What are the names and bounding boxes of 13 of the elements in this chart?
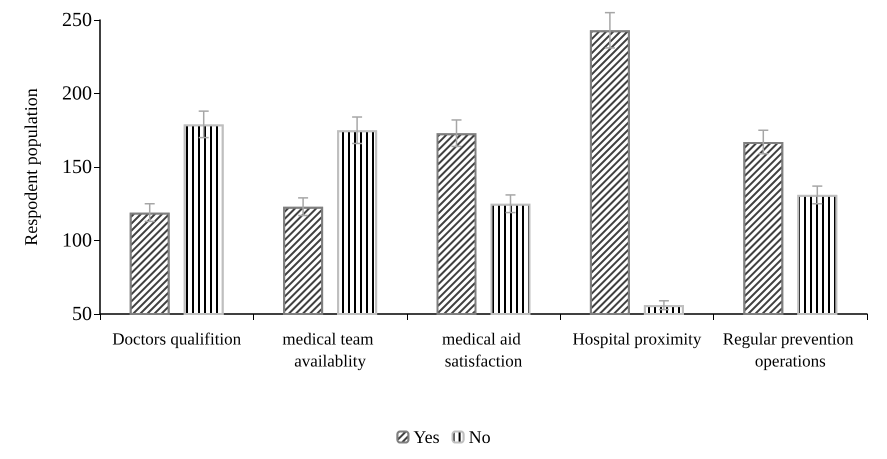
x-tick-label: Doctors qualifition xyxy=(112,330,242,348)
x-tick-label: Hospital proximity xyxy=(572,330,702,348)
y-tick-label: 150 xyxy=(62,156,92,178)
legend-label: No xyxy=(468,427,491,447)
x-tick-label: medical aid satisfaction xyxy=(442,330,526,370)
y-tick-label: 250 xyxy=(62,9,92,31)
x-tick-label: Regular prevention operations xyxy=(722,330,858,370)
y-tick-label: 50 xyxy=(72,303,92,325)
x-tick-label: medical team availablity xyxy=(282,330,378,370)
y-tick-label: 200 xyxy=(62,82,92,104)
y-tick-label: 100 xyxy=(62,230,92,252)
legend-label: Yes xyxy=(413,427,440,447)
y-axis-title: Respodent population xyxy=(21,88,41,246)
